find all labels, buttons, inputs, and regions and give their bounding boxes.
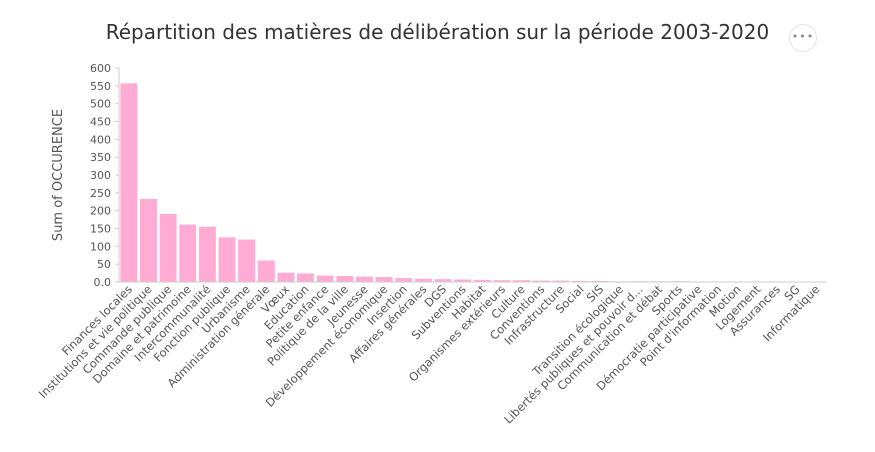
bar[interactable] bbox=[493, 280, 511, 282]
y-tick-label: 400 bbox=[90, 133, 111, 146]
bar[interactable] bbox=[434, 279, 452, 282]
bar[interactable] bbox=[375, 277, 393, 282]
bar[interactable] bbox=[395, 278, 413, 282]
chart-menu-button[interactable]: ••• bbox=[789, 24, 817, 52]
bar[interactable] bbox=[140, 198, 157, 282]
bar[interactable] bbox=[532, 280, 550, 282]
bar[interactable] bbox=[552, 280, 570, 282]
bar[interactable] bbox=[591, 280, 609, 282]
y-tick-label: 350 bbox=[90, 151, 111, 164]
bar[interactable] bbox=[218, 237, 236, 282]
chart-title: Répartition des matières de délibération… bbox=[105, 20, 770, 44]
more-horizontal-icon: ••• bbox=[791, 29, 815, 43]
bar[interactable] bbox=[356, 276, 373, 282]
bar[interactable] bbox=[257, 260, 275, 282]
bar[interactable] bbox=[414, 278, 432, 282]
y-axis-label: Sum of OCCURENCE bbox=[51, 109, 66, 241]
y-axis: 0.0 50 100 150 200 250 300 350 400 450 500 550 600 bbox=[90, 62, 120, 289]
bar[interactable] bbox=[316, 275, 334, 282]
bar[interactable] bbox=[198, 226, 216, 282]
y-tick-label: 0.0 bbox=[94, 276, 112, 289]
bars bbox=[120, 83, 825, 283]
y-tick-label: 200 bbox=[90, 205, 111, 218]
bar[interactable] bbox=[238, 239, 256, 282]
y-tick-label: 500 bbox=[90, 98, 111, 111]
bar[interactable] bbox=[159, 213, 177, 282]
bar[interactable] bbox=[454, 279, 472, 282]
y-tick-label: 300 bbox=[90, 169, 111, 182]
bar[interactable] bbox=[179, 224, 197, 282]
y-tick-label: 550 bbox=[90, 80, 111, 93]
bar[interactable] bbox=[297, 273, 315, 282]
bar[interactable] bbox=[120, 83, 138, 282]
bar[interactable] bbox=[336, 275, 354, 282]
y-tick-label: 100 bbox=[90, 240, 111, 253]
y-tick-label: 450 bbox=[90, 116, 111, 129]
y-tick-label: 50 bbox=[97, 258, 111, 271]
bar[interactable] bbox=[572, 280, 589, 282]
bar[interactable] bbox=[513, 280, 531, 282]
y-tick-label: 250 bbox=[90, 187, 111, 200]
y-tick-label: 150 bbox=[90, 223, 111, 236]
bar[interactable] bbox=[473, 279, 491, 282]
bar[interactable] bbox=[277, 272, 295, 282]
y-tick-label: 600 bbox=[90, 62, 111, 75]
